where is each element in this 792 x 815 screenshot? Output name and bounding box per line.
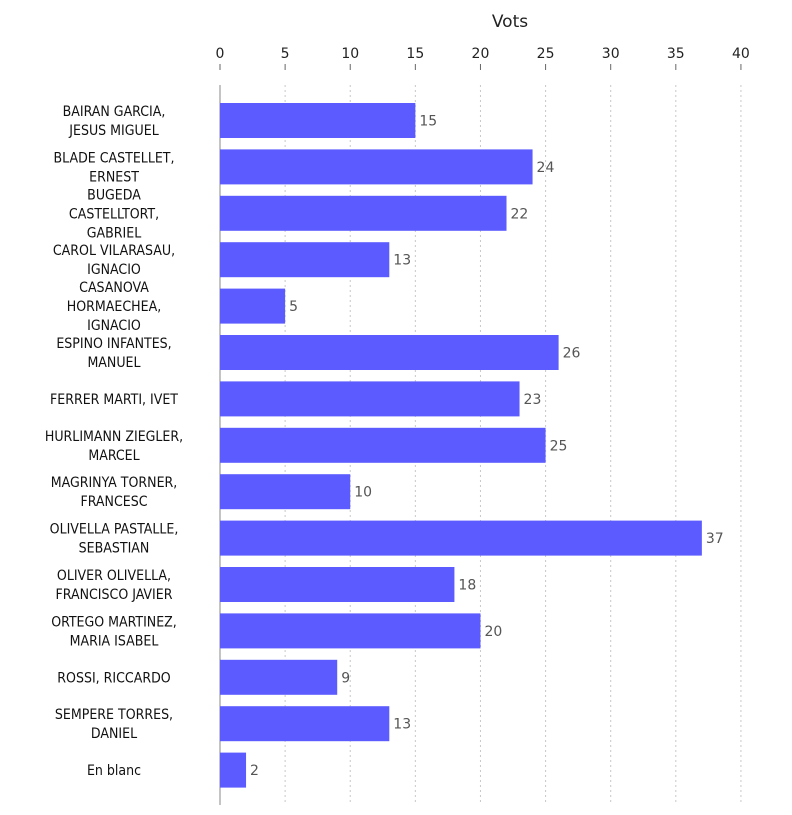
category-label-line: ORTEGO MARTINEZ, — [51, 614, 177, 630]
bar — [220, 520, 702, 556]
category-label-line: BAIRAN GARCIA, — [63, 104, 166, 120]
category-label-line: FRANCESC — [80, 494, 147, 510]
category-label-line: GABRIEL — [87, 225, 141, 241]
category-label: BLADE CASTELLET, ERNEST — [54, 150, 175, 185]
bar — [220, 195, 507, 231]
bar — [220, 288, 286, 324]
value-label: 13 — [393, 717, 411, 733]
category-label: En blanc — [87, 763, 141, 779]
value-label: 22 — [511, 206, 529, 222]
bar — [220, 474, 351, 510]
bar — [220, 567, 455, 602]
category-label: ROSSI, RICCARDO — [57, 670, 170, 686]
x-tick-label: 35 — [667, 46, 685, 62]
bar — [220, 706, 390, 742]
category-label: HURLIMANN ZIEGLER, MARCEL — [45, 429, 183, 464]
x-tick-label: 0 — [216, 46, 225, 62]
category-label-line: MARCEL — [88, 448, 139, 464]
category-label-line: HORMAECHEA, — [67, 299, 161, 315]
bar — [220, 103, 416, 138]
value-label: 24 — [537, 160, 555, 176]
category-label: CAROL VILARASAU, IGNACIO — [53, 243, 175, 278]
category-label-line: MANUEL — [87, 355, 140, 371]
category-label: BAIRAN GARCIA, JESUS MIGUEL — [63, 104, 166, 139]
category-label-line: CAROL VILARASAU, — [53, 243, 175, 259]
value-label: 26 — [563, 346, 581, 362]
category-label-line: IGNACIO — [87, 262, 141, 278]
value-label: 2 — [250, 763, 259, 779]
value-label: 20 — [484, 624, 502, 640]
category-label: OLIVER OLIVELLA, FRANCISCO JAVIER — [56, 568, 173, 603]
x-tick-label: 15 — [406, 46, 424, 62]
bars — [220, 103, 702, 788]
category-label-line: ESPINO INFANTES, — [56, 336, 171, 352]
value-labels: 15 24 22 13 5 26 23 25 10 37 18 20 9 13 2 — [250, 114, 724, 780]
category-label-line: JESUS MIGUEL — [68, 123, 158, 139]
category-label-line: IGNACIO — [87, 318, 141, 334]
category-label: CASANOVA HORMAECHEA, IGNACIO — [67, 280, 161, 334]
category-label-line: CASANOVA — [79, 280, 149, 296]
category-label-line: MAGRINYA TORNER, — [51, 475, 178, 491]
value-label: 37 — [706, 531, 724, 547]
category-label-line: SEBASTIAN — [79, 541, 150, 557]
category-label: ESPINO INFANTES, MANUEL — [56, 336, 171, 371]
value-label: 23 — [524, 392, 542, 408]
category-label: MAGRINYA TORNER, FRANCESC — [51, 475, 178, 510]
category-label-line: FERRER MARTI, IVET — [50, 392, 178, 408]
category-labels: BAIRAN GARCIA, JESUS MIGUEL BLADE CASTELLE… — [45, 104, 183, 779]
category-label-line: HURLIMANN ZIEGLER, — [45, 429, 183, 445]
category-label-line: CASTELLTORT, — [69, 206, 159, 222]
category-label-line: BUGEDA — [87, 187, 141, 203]
category-label: FERRER MARTI, IVET — [50, 392, 178, 408]
value-label: 9 — [341, 670, 350, 686]
bar — [220, 242, 390, 278]
category-label-line: BLADE CASTELLET, — [54, 150, 175, 166]
bar — [220, 427, 546, 463]
x-tick-label: 20 — [472, 46, 490, 62]
x-tick-label: 5 — [281, 46, 290, 62]
category-label-line: FRANCISCO JAVIER — [56, 587, 173, 603]
category-label-line: ROSSI, RICCARDO — [57, 670, 170, 686]
bar — [220, 381, 520, 417]
category-label: ORTEGO MARTINEZ, MARIA ISABEL — [51, 614, 177, 649]
category-label-line: OLIVER OLIVELLA, — [57, 568, 171, 584]
value-label: 10 — [354, 485, 372, 501]
category-label: SEMPERE TORRES, DANIEL — [55, 707, 173, 742]
x-tick-label: 30 — [602, 46, 620, 62]
category-label-line: MARIA ISABEL — [70, 633, 159, 649]
category-label: OLIVELLA PASTALLE, SEBASTIAN — [50, 522, 179, 557]
value-label: 5 — [289, 299, 298, 315]
category-label-line: OLIVELLA PASTALLE, — [50, 522, 179, 538]
bar — [220, 149, 533, 185]
x-tick-label: 25 — [537, 46, 555, 62]
category-label: BUGEDA CASTELLTORT, GABRIEL — [69, 187, 159, 241]
category-label-line: ERNEST — [89, 169, 139, 185]
category-label-line: DANIEL — [91, 726, 137, 742]
bar — [220, 752, 247, 788]
value-label: 25 — [550, 438, 568, 454]
bar — [220, 613, 481, 649]
category-label-line: En blanc — [87, 763, 141, 779]
x-axis-ticks: 0 5 10 15 20 25 30 35 40 — [216, 46, 750, 70]
category-label-line: SEMPERE TORRES, — [55, 707, 173, 723]
x-tick-label: 40 — [732, 46, 750, 62]
bar — [220, 335, 559, 370]
value-label: 18 — [458, 578, 476, 594]
x-axis-title: Vots — [492, 12, 528, 32]
value-label: 15 — [419, 114, 437, 130]
value-label: 13 — [393, 253, 411, 269]
x-tick-label: 10 — [341, 46, 359, 62]
bar — [220, 659, 338, 695]
